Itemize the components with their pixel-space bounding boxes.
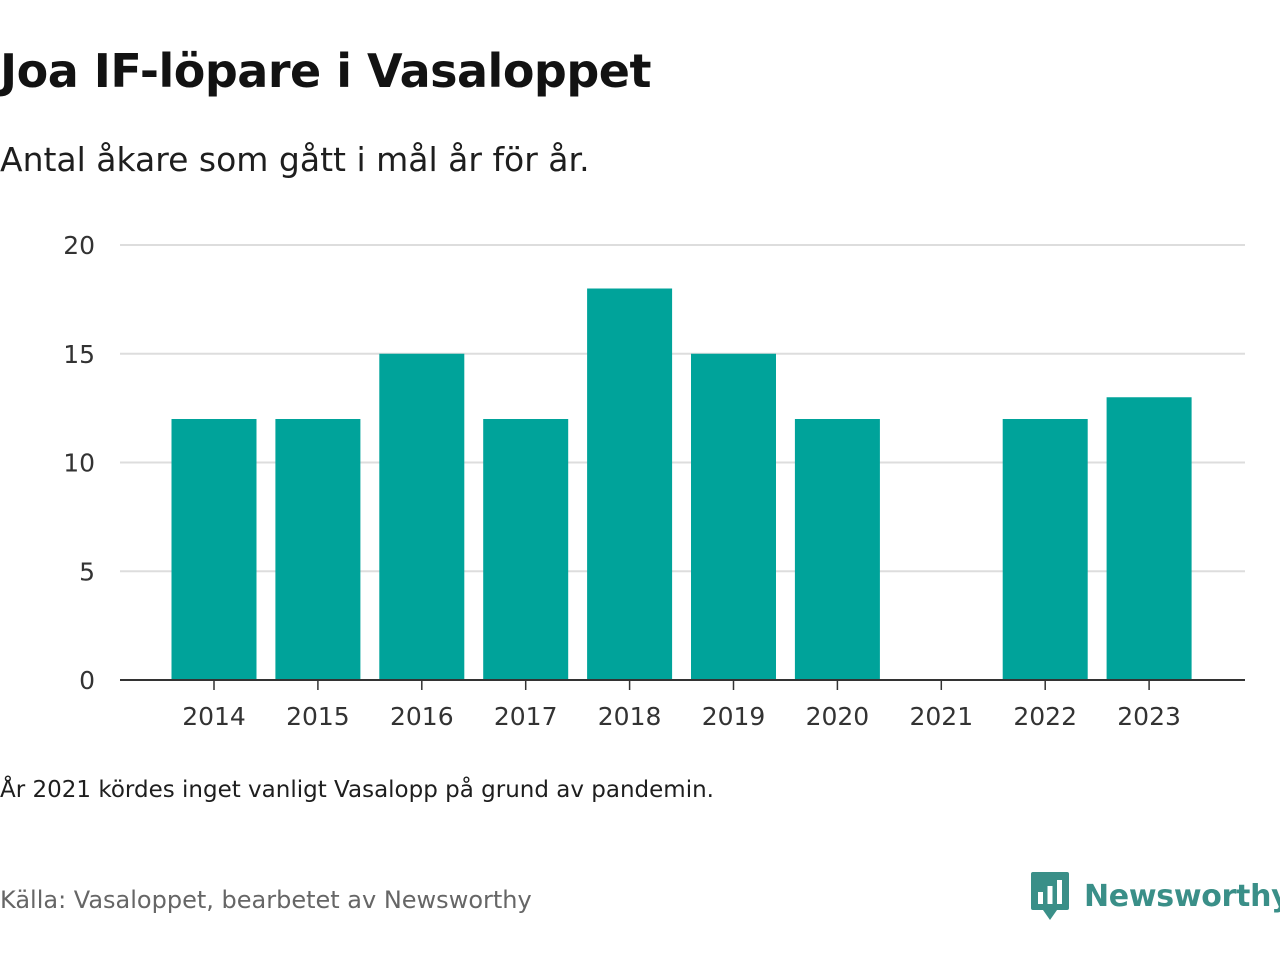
x-tick-label: 2023 (1117, 702, 1181, 731)
brand-logo: Newsworthy (1030, 870, 1280, 922)
bar-2014 (171, 419, 257, 680)
bar-2022 (1002, 419, 1088, 680)
bar-2020 (794, 419, 880, 680)
y-tick-label: 20 (63, 231, 95, 260)
x-tick-label: 2021 (909, 702, 973, 731)
y-axis-ticks: 0 5 10 15 20 (63, 231, 95, 695)
bar-2016 (379, 353, 465, 680)
bar-2017 (483, 419, 569, 680)
x-tick-label: 2014 (182, 702, 246, 731)
chart-subtitle: Antal åkare som gått i mål år för år. (0, 140, 590, 179)
x-tick-label: 2019 (702, 702, 766, 731)
y-tick-label: 15 (63, 340, 95, 369)
y-tick-label: 10 (63, 449, 95, 478)
newsworthy-logo-icon (1031, 872, 1069, 920)
y-tick-label: 5 (79, 557, 95, 586)
bar-chart: 0 5 10 15 20 2014 2015 2016 2017 2018 2019 2020 202… (63, 231, 1245, 731)
x-tick-label: 2017 (494, 702, 558, 731)
bar-2015 (275, 419, 361, 680)
x-tick-label: 2020 (806, 702, 870, 731)
chart-title: Joa IF-löpare i Vasaloppet (0, 44, 651, 98)
x-tick-label: 2016 (390, 702, 454, 731)
source-credit: Källa: Vasaloppet, bearbetet av Newswort… (0, 886, 532, 914)
bars (171, 288, 1192, 680)
x-tick-label: 2022 (1013, 702, 1077, 731)
x-tick-label: 2018 (598, 702, 662, 731)
brand-name: Newsworthy (1084, 878, 1280, 914)
x-tick-label: 2015 (286, 702, 350, 731)
x-axis-ticks: 2014 2015 2016 2017 2018 2019 2020 2021 2022 2023 (182, 680, 1181, 731)
chart-note: År 2021 kördes inget vanligt Vasalopp på… (0, 777, 714, 803)
bar-2023 (1106, 397, 1192, 680)
y-tick-label: 0 (79, 666, 95, 695)
bar-2019 (691, 353, 776, 680)
bar-2018 (587, 288, 673, 680)
